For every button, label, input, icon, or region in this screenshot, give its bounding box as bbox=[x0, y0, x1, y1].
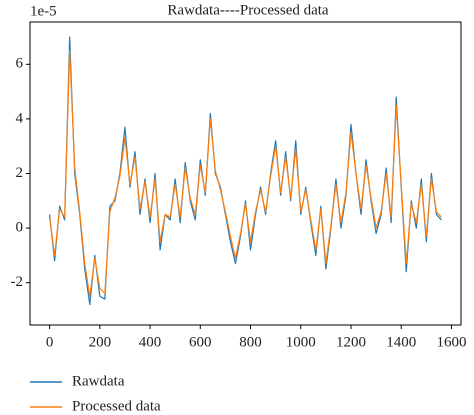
x-tick-label: 1400 bbox=[386, 334, 416, 350]
y-tick-label: 2 bbox=[16, 165, 24, 181]
y-tick-label: 0 bbox=[16, 220, 24, 236]
y-tick-label: -2 bbox=[11, 274, 24, 290]
x-tick-label: 1600 bbox=[436, 334, 466, 350]
plot-frame bbox=[29, 21, 462, 326]
data-line bbox=[48, 50, 442, 297]
legend-label: Processed data bbox=[72, 398, 161, 414]
chart-title: Rawdata----Processed data bbox=[167, 2, 329, 18]
legend-label: Rawdata bbox=[72, 373, 125, 389]
x-tick-label: 1000 bbox=[286, 334, 316, 350]
x-tick-label: 1200 bbox=[336, 334, 366, 350]
y-tick-label: 4 bbox=[16, 110, 24, 126]
x-tick-label: 0 bbox=[46, 334, 54, 350]
x-tick-label: 200 bbox=[89, 334, 112, 350]
y-offset-label: 1e-5 bbox=[30, 3, 57, 19]
data-line bbox=[48, 36, 442, 306]
x-tick-label: 600 bbox=[189, 334, 212, 350]
x-tick-label: 400 bbox=[139, 334, 162, 350]
x-tick-label: 800 bbox=[239, 334, 262, 350]
y-tick-label: 6 bbox=[16, 56, 24, 72]
